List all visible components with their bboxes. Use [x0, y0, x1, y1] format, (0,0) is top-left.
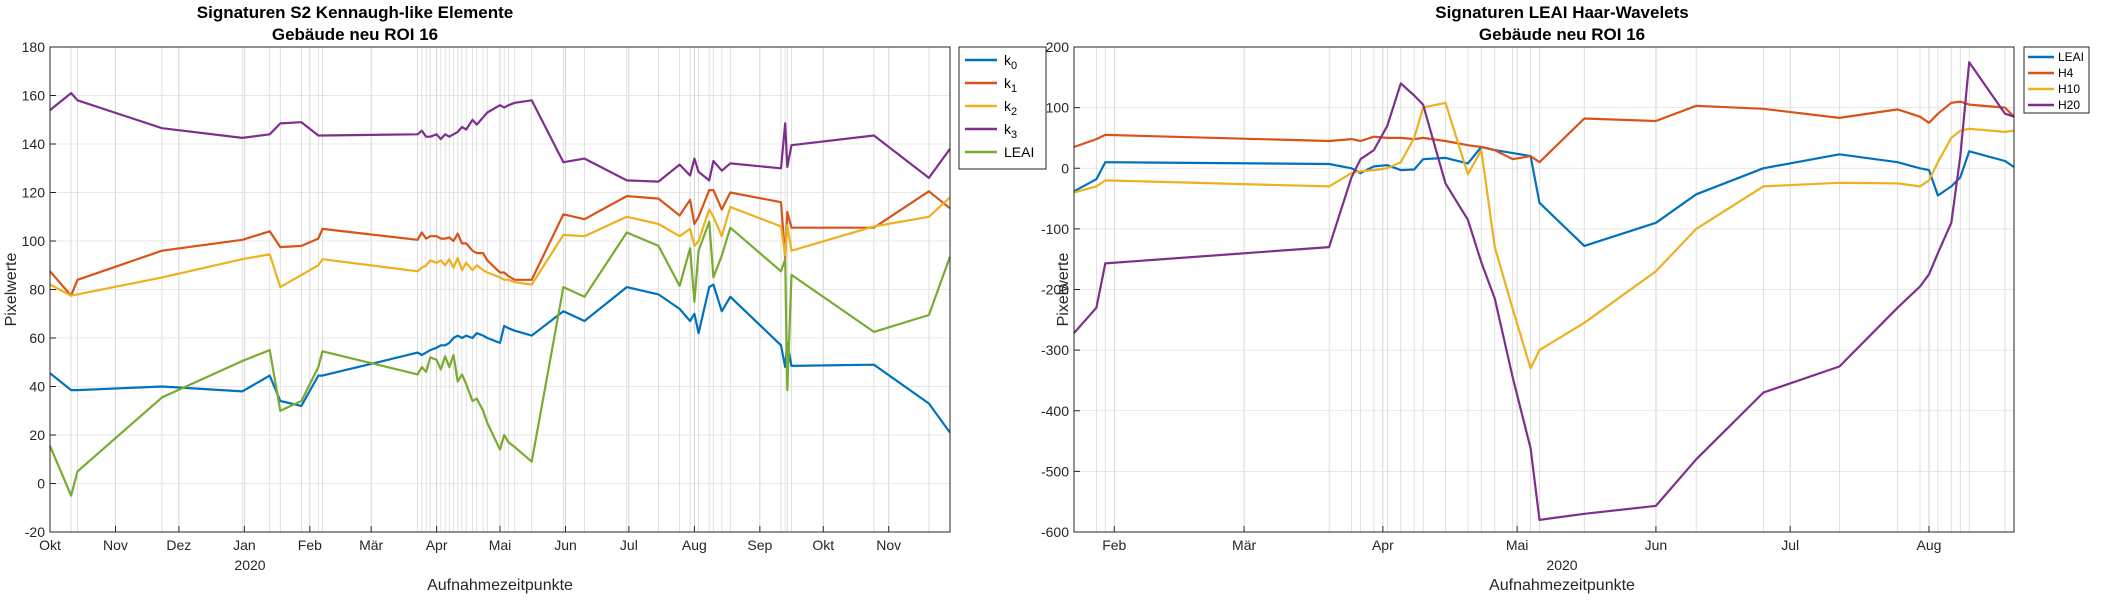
chart-title: Signaturen LEAI Haar-Wavelets — [1435, 3, 1689, 22]
chart-haar-wavelets: Signaturen LEAI Haar-Wavelets Gebäude ne… — [1041, 3, 2090, 594]
y-tick-label: 100 — [1046, 100, 1070, 116]
y-tick-label: -600 — [1041, 524, 1069, 540]
legend-label: LEAI — [1004, 144, 1034, 160]
y-tick-label: 160 — [22, 88, 46, 104]
x-tick-label: Nov — [103, 537, 128, 553]
series-line-k2 — [49, 196, 951, 297]
grid — [1073, 46, 2015, 533]
y-tick-label: -500 — [1041, 463, 1069, 479]
x-tick-label: Apr — [426, 537, 448, 553]
series-line-k1 — [49, 189, 951, 297]
x-tick-label: Okt — [39, 537, 61, 553]
chart-subtitle: Gebäude neu ROI 16 — [272, 25, 438, 44]
y-tick-label: 0 — [1061, 160, 1069, 176]
x-tick-label: Mai — [489, 537, 512, 553]
y-tick-label: 200 — [1046, 39, 1070, 55]
y-tick-label: -100 — [1041, 221, 1069, 237]
x-tick-label: Sep — [747, 537, 772, 553]
legend-label: H10 — [2058, 82, 2080, 96]
x-tick-label: Nov — [876, 537, 901, 553]
x-tick-label: Jul — [620, 537, 638, 553]
y-tick-label: 40 — [29, 379, 45, 395]
x-axis-label: Aufnahmezeitpunkte — [1489, 577, 1635, 594]
series-line-H20 — [1073, 61, 2015, 522]
series-line-H10 — [1073, 101, 2015, 370]
x-tick-label: Mai — [1506, 537, 1529, 553]
x-year-label: 2020 — [1546, 557, 1577, 573]
x-year-label: 2020 — [234, 557, 265, 573]
y-tick-label: 180 — [22, 39, 46, 55]
x-tick-labels: Okt Nov Dez Jan Feb Mär Apr Mai Jun Jul Aug Sep Okt N… — [39, 526, 901, 553]
legend-label: LEAI — [2058, 50, 2084, 64]
y-tick-labels: -20 0 20 40 60 80 100 120 140 160 180 — [22, 39, 56, 540]
x-tick-labels: Feb Mär Apr Mai Jun Jul Aug — [1102, 526, 1941, 553]
series-line-k3 — [49, 91, 951, 183]
x-tick-label: Okt — [812, 537, 834, 553]
x-tick-label: Dez — [166, 537, 191, 553]
y-tick-label: 80 — [29, 282, 45, 298]
y-tick-labels: -600 -500 -400 -300 -200 -100 0 100 200 — [1041, 39, 1080, 540]
y-tick-label: 20 — [29, 427, 45, 443]
series-line-LEAI — [1073, 145, 2015, 247]
y-tick-label: 60 — [29, 330, 45, 346]
series-lines — [48, 91, 952, 497]
y-tick-label: -300 — [1041, 342, 1069, 358]
x-tick-label: Jan — [233, 537, 256, 553]
legend-box — [958, 46, 1047, 170]
x-tick-label: Apr — [1372, 537, 1394, 553]
chart-subtitle: Gebäude neu ROI 16 — [1479, 25, 1645, 44]
y-tick-label: 120 — [22, 185, 46, 201]
y-tick-label: -200 — [1041, 282, 1069, 298]
x-tick-label: Jun — [554, 537, 577, 553]
x-tick-label: Jun — [1645, 537, 1668, 553]
x-axis-label: Aufnahmezeitpunkte — [427, 577, 573, 594]
chart-title: Signaturen S2 Kennaugh-like Elemente — [197, 3, 513, 22]
y-tick-label: 140 — [22, 136, 46, 152]
x-tick-label: Jul — [1781, 537, 1799, 553]
x-tick-label: Mär — [1232, 537, 1256, 553]
y-tick-label: 0 — [37, 476, 45, 492]
y-tick-label: -20 — [25, 524, 45, 540]
legend-label: H20 — [2058, 98, 2080, 112]
series-line-H4 — [1073, 100, 2015, 164]
legend-label: H4 — [2058, 66, 2074, 80]
x-tick-label: Aug — [1916, 537, 1941, 553]
legend: LEAI H4 H10 H20 — [2023, 46, 2090, 114]
chart-kennaugh: Signaturen S2 Kennaugh-like Elemente Geb… — [3, 3, 1047, 594]
grid — [49, 46, 951, 533]
series-lines — [1073, 61, 2015, 522]
series-line-LEAI — [48, 220, 952, 497]
y-axis-label: Pixelwerte — [1055, 253, 1072, 327]
series-line-k0 — [49, 283, 951, 434]
x-tick-label: Feb — [1102, 537, 1126, 553]
x-tick-label: Aug — [682, 537, 707, 553]
x-tick-label: Feb — [298, 537, 322, 553]
y-tick-label: 100 — [22, 233, 46, 249]
y-tick-label: -400 — [1041, 403, 1069, 419]
y-axis-label: Pixelwerte — [3, 253, 20, 327]
x-tick-label: Mär — [359, 537, 383, 553]
